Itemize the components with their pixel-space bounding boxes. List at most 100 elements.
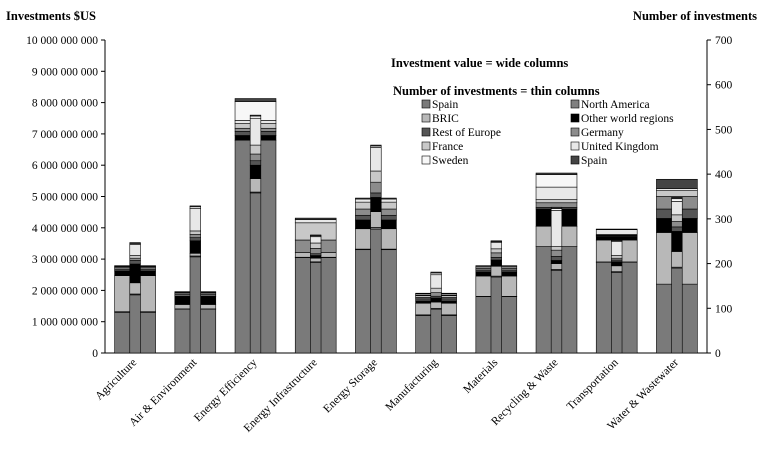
count-bar-segment — [190, 209, 201, 231]
legend-swatch — [571, 156, 579, 164]
count-bar-segment — [250, 116, 261, 118]
count-bar-segment — [431, 302, 442, 308]
legend-label: France — [432, 141, 463, 153]
count-bar-segment — [310, 256, 321, 259]
count-bar-segment — [672, 231, 683, 251]
category-group — [656, 179, 697, 353]
count-bar-segment — [130, 283, 141, 294]
category-group — [416, 272, 457, 353]
count-bar-segment — [371, 193, 382, 197]
count-bar-segment — [491, 266, 502, 276]
count-bar-segment — [491, 277, 502, 353]
value-bar-segment — [536, 203, 577, 208]
right-tick-label: 300 — [715, 214, 733, 226]
legend-swatch — [571, 100, 579, 108]
count-bar-segment — [371, 197, 382, 211]
value-bar-segment — [536, 200, 577, 203]
count-bar-segment — [491, 241, 502, 242]
count-bar-segment — [130, 260, 141, 264]
category-group — [175, 206, 216, 353]
count-bar-segment — [130, 258, 141, 260]
x-tick-label: Agriculture — [93, 357, 139, 403]
left-tick-label: 4 000 000 000 — [32, 223, 98, 235]
legend-item: Spain — [422, 99, 458, 111]
count-bar-segment — [672, 268, 683, 353]
count-bar-segment — [431, 272, 442, 273]
count-bar-segment — [431, 298, 442, 302]
count-bar-segment — [672, 201, 683, 214]
count-bar-segment — [551, 210, 562, 246]
count-bar-segment — [491, 243, 502, 249]
legend-label: United Kingdom — [581, 141, 659, 153]
count-bar-segment — [491, 257, 502, 260]
count-bar-segment — [371, 171, 382, 182]
right-tick-label: 100 — [715, 303, 733, 315]
right-axis-title: Number of investments — [633, 9, 757, 23]
count-bar-segment — [190, 241, 201, 254]
count-bar-segment — [672, 222, 683, 227]
count-bar-segment — [491, 253, 502, 257]
count-bar-segment — [250, 193, 261, 353]
value-bar-segment — [295, 218, 336, 220]
count-bar-segment — [371, 229, 382, 353]
count-bar-segment — [672, 215, 683, 222]
legend-swatch — [422, 142, 430, 150]
right-tick-label: 600 — [715, 80, 733, 92]
category-group — [235, 99, 276, 353]
legend-swatch — [422, 100, 430, 108]
legend-item: North America — [571, 99, 650, 111]
count-bar-segment — [611, 240, 622, 241]
category-group — [536, 173, 577, 353]
note-thin-columns: Number of investments = thin columns — [393, 84, 600, 98]
x-tick-label: Recycling & Waste — [489, 357, 560, 428]
legend-swatch — [571, 114, 579, 122]
legend-item: BRIC — [422, 113, 459, 125]
left-tick-label: 5 000 000 000 — [32, 192, 98, 204]
count-bar-segment — [130, 243, 141, 244]
x-tick-label: Materials — [461, 356, 501, 396]
count-bar-segment — [310, 248, 321, 253]
count-bar-segment — [551, 270, 562, 353]
x-tick-label: Air & Environment — [127, 356, 200, 429]
legend-label: Other world regions — [581, 113, 674, 125]
count-bar-segment — [250, 118, 261, 145]
count-bar-segment — [551, 207, 562, 208]
value-bar-segment — [596, 237, 637, 240]
category-group — [476, 241, 517, 353]
value-bar-segment — [596, 229, 637, 230]
count-bar-segment — [130, 264, 141, 283]
count-bar-segment — [130, 256, 141, 259]
legend-item: France — [422, 141, 463, 153]
legend-item: Sweden — [422, 155, 469, 167]
count-bar-segment — [431, 275, 442, 288]
x-tick-label: Energy Storage — [321, 357, 380, 416]
legend-item: United Kingdom — [571, 141, 659, 153]
count-bar-segment — [310, 235, 321, 236]
count-bar-segment — [130, 244, 141, 255]
note-wide-columns: Investment value = wide columns — [391, 56, 568, 70]
value-bar-segment — [596, 230, 637, 235]
left-tick-label: 1 000 000 000 — [32, 317, 98, 329]
count-bar-segment — [190, 257, 201, 353]
legend-swatch — [571, 128, 579, 136]
count-bar-segment — [672, 251, 683, 267]
left-tick-label: 3 000 000 000 — [32, 254, 98, 266]
left-tick-label: 2 000 000 000 — [32, 285, 98, 297]
x-tick-label: Energy Efficiency — [192, 356, 260, 424]
right-tick-label: 500 — [715, 124, 733, 136]
left-tick-label: 10 000 000 000 — [26, 35, 98, 47]
legend-swatch — [571, 142, 579, 150]
value-bar-segment — [235, 99, 276, 102]
count-bar-segment — [310, 263, 321, 353]
count-bar-segment — [672, 227, 683, 231]
category-group — [115, 243, 156, 353]
legend-label: Germany — [581, 127, 624, 139]
count-bar-segment — [310, 258, 321, 262]
right-tick-label: 700 — [715, 35, 733, 47]
legend-item: Spain — [571, 155, 607, 167]
count-bar-segment — [371, 182, 382, 193]
count-bar-segment — [431, 309, 442, 353]
